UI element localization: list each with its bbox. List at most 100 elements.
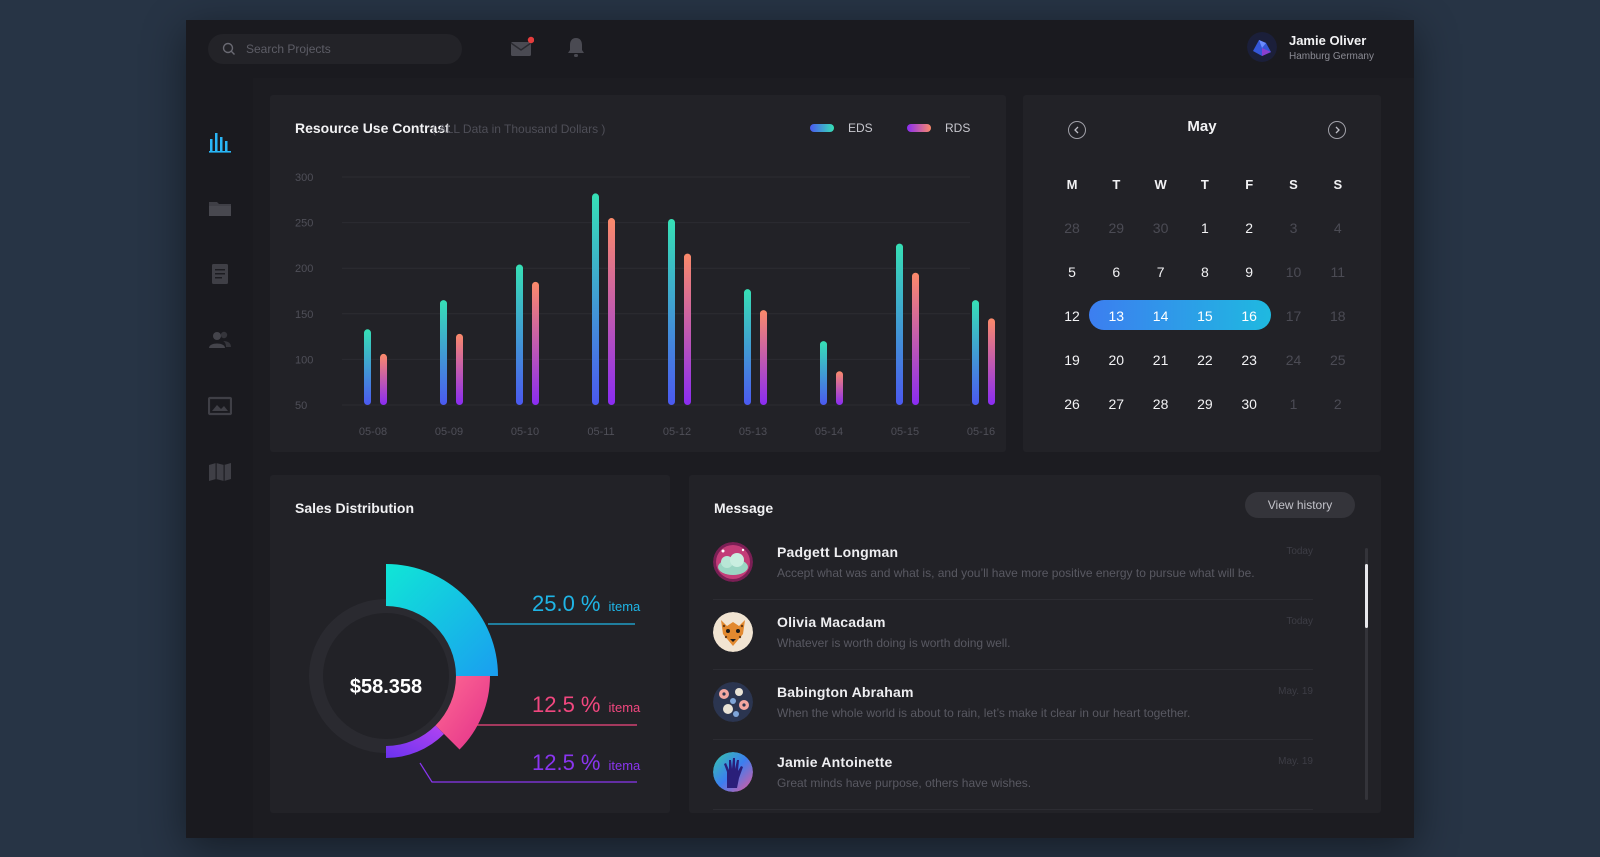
bar-rds[interactable] xyxy=(836,371,843,405)
calendar-day[interactable]: 30 xyxy=(1152,220,1169,236)
message-card: Message View history Padgett Longman Acc… xyxy=(689,475,1381,813)
cloud-avatar xyxy=(713,542,753,582)
calendar-day[interactable]: 17 xyxy=(1285,308,1302,324)
y-tick-label: 150 xyxy=(295,309,313,321)
nav-image-icon[interactable] xyxy=(208,394,232,418)
calendar-day[interactable]: 21 xyxy=(1152,352,1169,368)
bar-rds[interactable] xyxy=(912,272,919,405)
calendar-day[interactable]: 29 xyxy=(1197,396,1213,412)
calendar-day[interactable]: 6 xyxy=(1112,264,1121,280)
calendar-day[interactable]: 8 xyxy=(1200,264,1209,280)
calendar-next-button[interactable] xyxy=(1328,121,1346,139)
message-time: May. 19 xyxy=(1278,756,1313,767)
calendar-day[interactable]: 3 xyxy=(1289,220,1298,236)
user-location: Hamburg Germany xyxy=(1288,50,1374,62)
search-input[interactable]: Search Projects xyxy=(246,42,331,56)
calendar-day[interactable]: 2 xyxy=(1245,220,1254,236)
view-history-button[interactable]: View history xyxy=(1245,492,1355,518)
user-profile[interactable]: Jamie Oliver Hamburg Germany xyxy=(1246,32,1374,62)
bar-eds[interactable] xyxy=(744,289,751,405)
bar-eds[interactable] xyxy=(440,300,447,405)
bar-rds[interactable] xyxy=(608,218,615,405)
calendar-day[interactable]: 23 xyxy=(1241,352,1257,368)
calendar-day[interactable]: 29 xyxy=(1108,220,1125,236)
mail-icon[interactable] xyxy=(510,36,535,63)
legend-rds-swatch xyxy=(907,124,931,132)
y-tick-label: 250 xyxy=(295,218,313,230)
calendar-day-selected[interactable]: 15 xyxy=(1197,308,1213,324)
message-scrollbar[interactable] xyxy=(1365,548,1368,800)
calendar-day[interactable]: 24 xyxy=(1285,352,1302,368)
weekday-label: F xyxy=(1245,176,1254,192)
calendar-day[interactable]: 4 xyxy=(1333,220,1342,236)
sales-item-1-label: itema xyxy=(608,599,641,614)
calendar-day[interactable]: 9 xyxy=(1245,264,1254,280)
bar-eds[interactable] xyxy=(364,329,371,405)
bar-eds[interactable] xyxy=(820,341,827,405)
calendar-day[interactable]: 11 xyxy=(1330,264,1346,280)
x-tick-label: 05-16 xyxy=(967,426,995,438)
calendar-prev-button[interactable] xyxy=(1068,121,1086,139)
bar-eds[interactable] xyxy=(516,264,523,405)
bar-rds[interactable] xyxy=(988,318,995,405)
message-item[interactable]: Jamie Antoinette Great minds have purpos… xyxy=(713,740,1313,810)
nav-document-icon[interactable] xyxy=(208,262,232,286)
search-box[interactable]: Search Projects xyxy=(208,34,462,64)
weekday-label: W xyxy=(1154,176,1167,192)
user-avatar[interactable] xyxy=(1246,32,1277,62)
calendar-day[interactable]: 28 xyxy=(1064,220,1080,236)
calendar-day-selected[interactable]: 13 xyxy=(1108,308,1125,324)
donut-chart xyxy=(309,564,637,783)
weekday-label: M xyxy=(1066,176,1078,192)
nav-map-icon[interactable] xyxy=(208,460,232,484)
message-item[interactable]: Padgett Longman Accept what was and what… xyxy=(713,530,1313,600)
calendar-day[interactable]: 30 xyxy=(1241,396,1257,412)
calendar-day[interactable]: 19 xyxy=(1064,352,1080,368)
donut-slice[interactable] xyxy=(386,725,444,758)
dashboard-window: Search Projects xyxy=(186,20,1414,838)
resource-chart-card: Resource Use Contrast ( ALL Data in Thou… xyxy=(270,95,1006,452)
notification-bell-icon[interactable] xyxy=(566,36,586,63)
calendar-day[interactable]: 1 xyxy=(1289,396,1298,412)
bar-eds[interactable] xyxy=(896,243,903,405)
bar-rds[interactable] xyxy=(380,353,387,405)
x-tick-label: 05-09 xyxy=(435,426,463,438)
donut-slice[interactable] xyxy=(435,676,490,750)
message-item[interactable]: Olivia Macadam Whatever is worth doing i… xyxy=(713,600,1313,670)
bar-eds[interactable] xyxy=(592,193,599,405)
calendar-day[interactable]: 2 xyxy=(1333,396,1342,412)
calendar-day[interactable]: 18 xyxy=(1330,308,1346,324)
bar-rds[interactable] xyxy=(532,281,539,405)
bar-rds[interactable] xyxy=(760,310,767,405)
bar-eds[interactable] xyxy=(668,218,675,405)
calendar-day[interactable]: 28 xyxy=(1152,396,1169,412)
message-item[interactable]: Babington Abraham When the whole world i… xyxy=(713,670,1313,740)
sales-distribution-card: Sales Distribution $58.358 25.0 % itema … xyxy=(270,475,670,813)
message-scrollbar-thumb[interactable] xyxy=(1365,564,1368,628)
calendar-day[interactable]: 12 xyxy=(1064,308,1080,324)
calendar-day[interactable]: 22 xyxy=(1197,352,1213,368)
calendar-day-selected[interactable]: 16 xyxy=(1241,308,1257,324)
leader-line xyxy=(419,762,637,783)
bar-rds[interactable] xyxy=(456,333,463,405)
calendar-day[interactable]: 25 xyxy=(1330,352,1346,368)
nav-bar-chart-icon[interactable] xyxy=(208,130,232,154)
legend-rds: RDS xyxy=(907,121,970,135)
weekday-label: T xyxy=(1112,176,1121,192)
calendar-day[interactable]: 5 xyxy=(1068,264,1076,280)
donut-slice[interactable] xyxy=(386,564,498,676)
calendar-day[interactable]: 10 xyxy=(1285,264,1302,280)
calendar-day-selected[interactable]: 14 xyxy=(1152,308,1169,324)
calendar-day[interactable]: 20 xyxy=(1108,352,1125,368)
calendar-day[interactable]: 26 xyxy=(1064,396,1080,412)
bar-eds[interactable] xyxy=(972,300,979,405)
bar-rds[interactable] xyxy=(684,253,691,405)
nav-users-icon[interactable] xyxy=(208,328,232,352)
calendar-day[interactable]: 7 xyxy=(1156,264,1165,280)
sales-item-1: 25.0 % itema xyxy=(532,591,640,617)
calendar-day[interactable]: 27 xyxy=(1108,396,1125,412)
user-name: Jamie Oliver xyxy=(1288,32,1367,48)
sales-title: Sales Distribution xyxy=(295,500,415,516)
calendar-day[interactable]: 1 xyxy=(1200,220,1209,236)
nav-folder-icon[interactable] xyxy=(208,196,232,220)
